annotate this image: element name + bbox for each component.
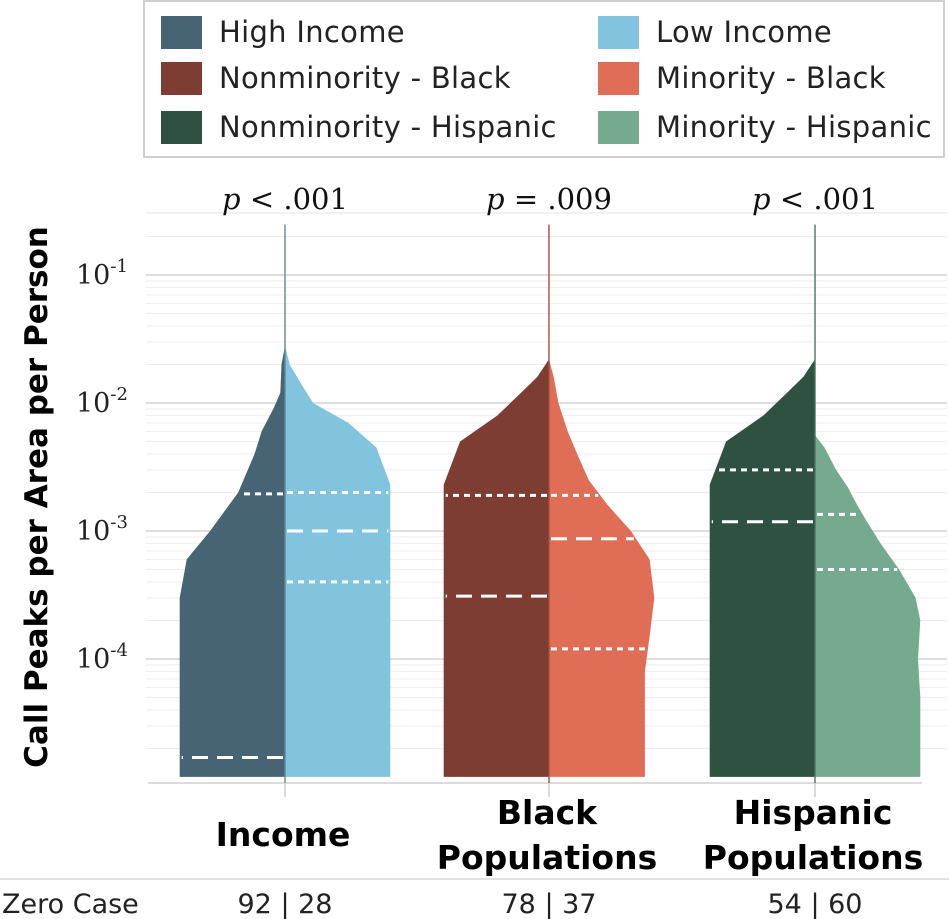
legend-swatch-high-income — [161, 15, 202, 49]
legend-item-high-income: High Income — [161, 12, 405, 52]
legend-label-nonminority-black: Nonminority - Black — [219, 61, 511, 95]
legend-swatch-low-income — [598, 15, 639, 49]
legend-item-minority-hispanic: Minority - Hispanic — [598, 107, 932, 147]
y-tick-label: 10-3 — [76, 512, 128, 547]
legend-item-nonminority-hispanic: Nonminority - Hispanic — [161, 107, 557, 147]
violin-half-high-income — [179, 345, 285, 777]
legend-item-nonminority-black: Nonminority - Black — [161, 58, 511, 98]
quartile-lines — [181, 468, 898, 760]
violin-half-nonminority-black — [443, 359, 549, 777]
p-value-label: p < .001 — [752, 182, 878, 216]
p-value-label: p < .001 — [222, 182, 348, 216]
zero-case-value: 54 | 60 — [768, 889, 863, 919]
group-label: Populations — [437, 838, 657, 877]
group-label: Hispanic — [734, 793, 893, 832]
y-tick-base: 10 — [76, 516, 110, 547]
legend-swatch-minority-black — [598, 61, 639, 95]
y-tick-exponent: -2 — [110, 384, 128, 405]
legend-swatch-nonminority-black — [161, 61, 202, 95]
y-tick-exponent: -1 — [110, 256, 128, 277]
violin-half-low-income — [285, 345, 391, 777]
legend-swatch-minority-hispanic — [598, 110, 639, 144]
y-tick-label: 10-4 — [76, 640, 128, 675]
p-value-rest: < .001 — [771, 182, 878, 216]
y-axis-label: Call Peaks per Area per Person — [19, 226, 55, 768]
y-tick-base: 10 — [76, 644, 110, 675]
legend-item-low-income: Low Income — [598, 12, 832, 52]
violin-half-minority-black — [549, 359, 655, 777]
group-label: Populations — [703, 838, 923, 877]
y-tick-base: 10 — [76, 260, 110, 291]
violins — [179, 345, 921, 777]
legend-label-minority-black: Minority - Black — [656, 61, 886, 95]
legend-label-minority-hispanic: Minority - Hispanic — [656, 110, 932, 144]
p-value-rest: < .001 — [241, 182, 348, 216]
y-tick-exponent: -3 — [110, 512, 128, 533]
legend-swatch-nonminority-hispanic — [161, 110, 202, 144]
axis-labels: p < .001 Income 92 | 28 p = .009 Black Popula… — [2, 182, 923, 919]
p-value-italic: p — [222, 182, 241, 216]
center-lines — [284, 224, 816, 797]
p-value-italic: p — [752, 182, 771, 216]
violin-half-minority-hispanic — [815, 435, 921, 777]
zero-case-value: 78 | 37 — [502, 889, 597, 919]
group-label: Black — [497, 793, 598, 832]
zero-case-label: Zero Case — [2, 889, 139, 919]
p-value-rest: = .009 — [505, 182, 612, 216]
group-label: Income — [216, 815, 351, 854]
zero-case-value: 92 | 28 — [238, 889, 333, 919]
y-tick-label: 10-2 — [76, 384, 128, 419]
y-tick-base: 10 — [76, 388, 110, 419]
p-value-label: p = .009 — [486, 182, 612, 216]
p-value-italic: p — [486, 182, 505, 216]
legend: High Income Low Income Nonminority - Bla… — [143, 0, 945, 158]
y-tick-exponent: -4 — [110, 640, 128, 661]
legend-label-high-income: High Income — [219, 15, 405, 49]
legend-label-low-income: Low Income — [656, 15, 833, 49]
y-tick-label: 10-1 — [76, 256, 128, 291]
violin-half-nonminority-hispanic — [709, 359, 815, 777]
legend-label-nonminority-hispanic: Nonminority - Hispanic — [219, 110, 557, 144]
legend-item-minority-black: Minority - Black — [598, 58, 886, 98]
